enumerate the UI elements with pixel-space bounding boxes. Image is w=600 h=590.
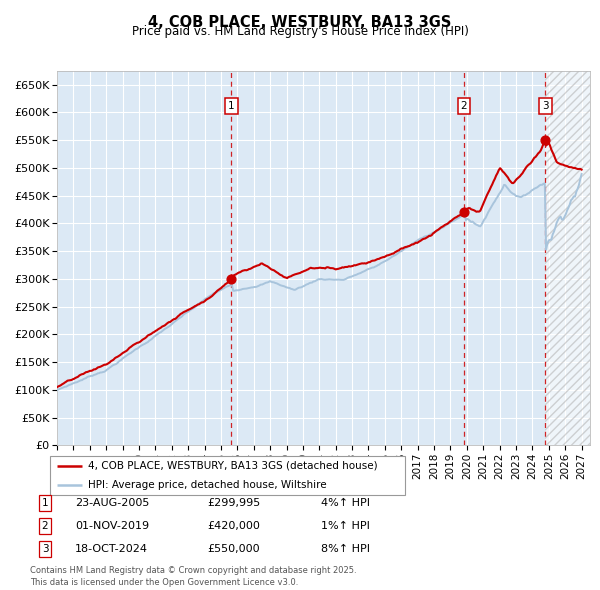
Text: £420,000: £420,000 xyxy=(207,522,260,531)
Text: 23-AUG-2005: 23-AUG-2005 xyxy=(75,499,149,508)
Text: 1: 1 xyxy=(41,499,49,508)
Text: 4, COB PLACE, WESTBURY, BA13 3GS (detached house): 4, COB PLACE, WESTBURY, BA13 3GS (detach… xyxy=(88,461,377,471)
Text: 1%↑ HPI: 1%↑ HPI xyxy=(321,522,370,531)
Text: 18-OCT-2024: 18-OCT-2024 xyxy=(75,545,148,554)
Text: 3: 3 xyxy=(542,101,548,112)
Text: £550,000: £550,000 xyxy=(207,545,260,554)
Text: 2: 2 xyxy=(41,522,49,531)
Bar xyxy=(545,71,590,445)
Text: 4%↑ HPI: 4%↑ HPI xyxy=(321,499,370,508)
Text: 8%↑ HPI: 8%↑ HPI xyxy=(321,545,370,554)
Text: Price paid vs. HM Land Registry's House Price Index (HPI): Price paid vs. HM Land Registry's House … xyxy=(131,25,469,38)
Text: 3: 3 xyxy=(41,545,49,554)
Text: 1: 1 xyxy=(228,101,235,112)
Text: 01-NOV-2019: 01-NOV-2019 xyxy=(75,522,149,531)
Text: HPI: Average price, detached house, Wiltshire: HPI: Average price, detached house, Wilt… xyxy=(88,480,326,490)
Text: 4, COB PLACE, WESTBURY, BA13 3GS: 4, COB PLACE, WESTBURY, BA13 3GS xyxy=(148,15,452,30)
Point xyxy=(541,136,550,145)
Point xyxy=(227,274,236,284)
Text: £299,995: £299,995 xyxy=(207,499,260,508)
Text: Contains HM Land Registry data © Crown copyright and database right 2025.
This d: Contains HM Land Registry data © Crown c… xyxy=(30,566,356,587)
Text: 2: 2 xyxy=(461,101,467,112)
FancyBboxPatch shape xyxy=(50,457,406,494)
Point xyxy=(459,208,469,217)
